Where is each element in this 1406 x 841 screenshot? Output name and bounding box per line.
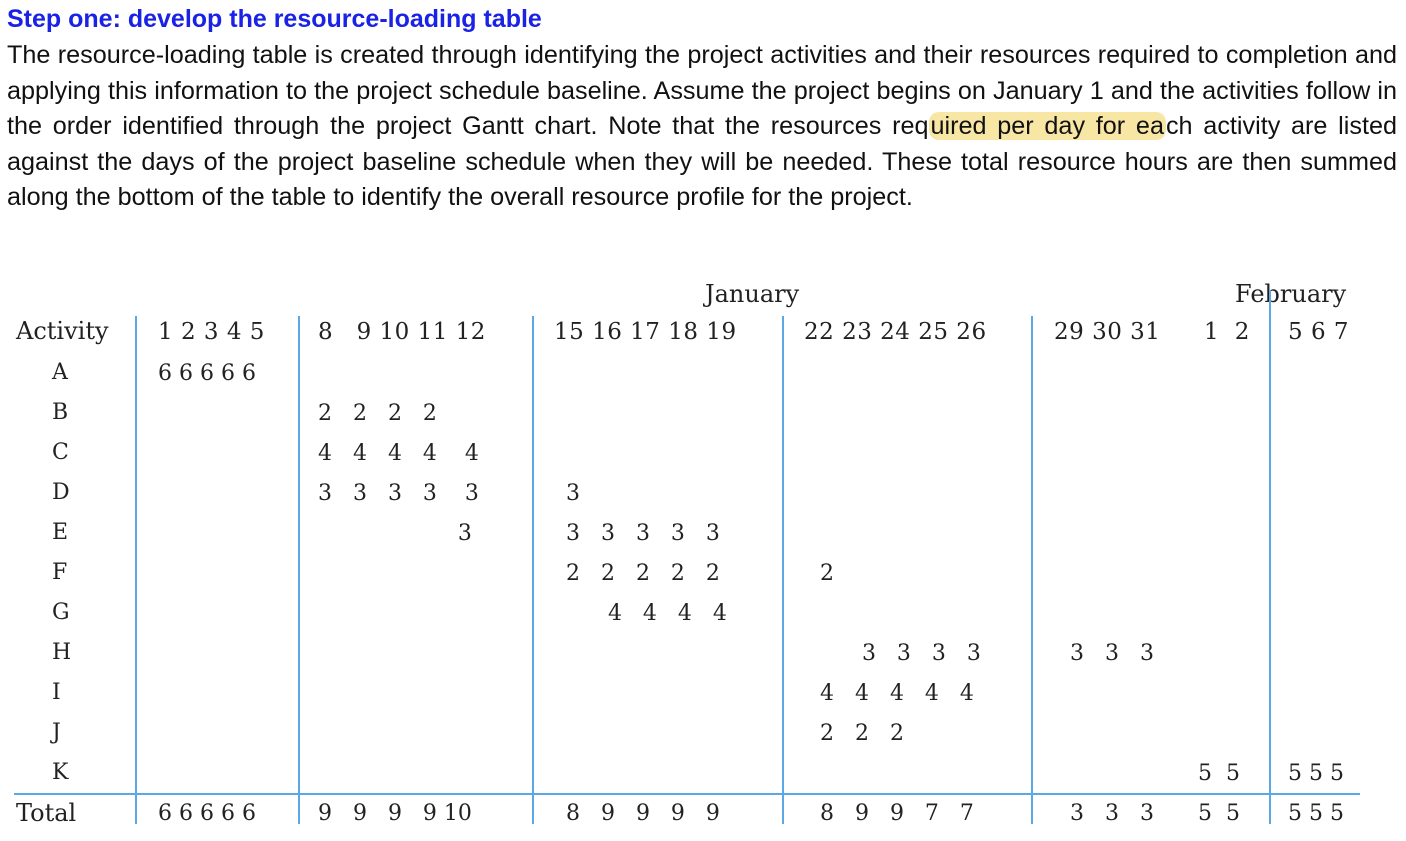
- total-week-3: 8 9 9 9 9: [566, 801, 720, 826]
- resource-cell: 4 4 4 4 4: [820, 681, 974, 706]
- resource-cell: 3: [566, 481, 580, 506]
- intro-paragraph: The resource-loading table is created th…: [7, 38, 1397, 216]
- highlighted-text: uired per day for ea: [928, 112, 1166, 141]
- week-header-3: 15 16 17 18 19: [554, 319, 737, 345]
- paragraph-text-after: ch activity are listed against the days …: [7, 112, 1397, 212]
- activity-label: I: [52, 680, 61, 705]
- resource-cell: 4 4 4 4: [566, 601, 727, 626]
- total-week-6: 5 5 5: [1288, 801, 1344, 826]
- activity-label: J: [52, 720, 61, 745]
- resource-cell: 4 4 4 4 4: [318, 441, 479, 466]
- week-header-5b: 1 2: [1204, 319, 1250, 345]
- week-header-5a: 29 30 31: [1054, 319, 1161, 345]
- total-week-5a: 3 3 3: [1070, 801, 1154, 826]
- activity-label: E: [52, 520, 69, 545]
- column-divider: [1031, 316, 1033, 824]
- activity-label: D: [52, 480, 70, 505]
- resource-cell: 6 6 6 6 6: [158, 361, 256, 386]
- total-week-5b: 5 5: [1198, 801, 1240, 826]
- week-header-4: 22 23 24 25 26: [804, 319, 987, 345]
- resource-cell: 3: [318, 521, 472, 546]
- activity-label: F: [52, 560, 68, 585]
- resource-loading-table: January February Activity 1 2 3 4 5 8 9 …: [0, 270, 1406, 841]
- activity-label: C: [52, 440, 69, 465]
- resource-cell: 2 2 2: [820, 721, 904, 746]
- column-divider: [135, 316, 137, 824]
- column-divider: [782, 316, 784, 824]
- week-header-1: 1 2 3 4 5: [158, 319, 265, 345]
- month-header-february: February: [1235, 280, 1347, 308]
- resource-cell: 3 3 3 3: [820, 641, 981, 666]
- total-week-1: 6 6 6 6 6: [158, 801, 256, 826]
- column-divider: [298, 316, 300, 824]
- resource-cell: 2 2 2 2: [318, 401, 437, 426]
- resource-cell: 2: [820, 561, 834, 586]
- week-header-6: 5 6 7: [1288, 319, 1350, 345]
- paragraph-text-before: The resource-loading table is created th…: [7, 41, 1397, 141]
- total-label: Total: [16, 799, 77, 827]
- resource-cell: 3 3 3: [1070, 641, 1154, 666]
- activity-label: G: [52, 600, 70, 625]
- activity-label: K: [52, 760, 69, 785]
- activity-label: H: [52, 640, 72, 665]
- column-divider: [1269, 290, 1271, 824]
- activity-label: B: [52, 400, 69, 425]
- month-header-january: January: [705, 280, 800, 308]
- resource-cell: 5 5: [1198, 761, 1240, 786]
- resource-cell: 2 2 2 2 2: [566, 561, 720, 586]
- activity-column-header: Activity: [16, 317, 109, 345]
- activity-label: A: [52, 360, 68, 385]
- total-week-4: 8 9 9 7 7: [820, 801, 974, 826]
- week-header-2: 8 9 10 11 12: [318, 319, 486, 345]
- resource-cell: 3 3 3 3 3: [566, 521, 720, 546]
- resource-cell: 3 3 3 3 3: [318, 481, 479, 506]
- resource-cell: 5 5 5: [1288, 761, 1344, 786]
- column-divider: [532, 316, 534, 824]
- section-heading: Step one: develop the resource-loading t…: [7, 5, 542, 33]
- total-row-divider: [14, 793, 1360, 795]
- total-week-2: 9 9 9 9 10: [318, 801, 472, 826]
